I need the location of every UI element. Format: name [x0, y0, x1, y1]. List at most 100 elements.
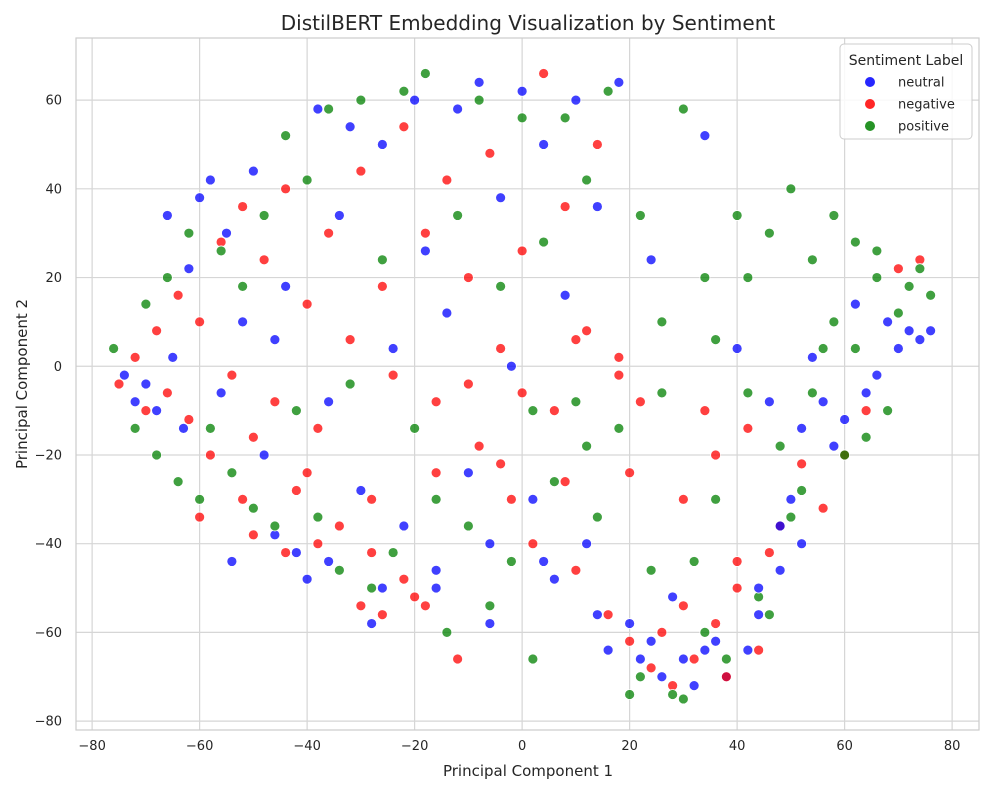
legend-title: Sentiment Label: [849, 53, 964, 69]
negative-point: [699, 405, 711, 417]
neutral-point: [129, 396, 141, 408]
positive-point: [763, 609, 775, 621]
negative-point: [301, 298, 313, 310]
negative-point: [172, 289, 184, 301]
positive-point: [914, 263, 926, 275]
positive-point: [710, 334, 722, 346]
neutral-point: [344, 121, 356, 133]
neutral-point: [247, 165, 259, 177]
negative-point: [194, 316, 206, 328]
negative-point: [183, 414, 195, 425]
neutral-point: [484, 538, 496, 550]
negative-point: [280, 547, 292, 558]
positive-point: [677, 693, 689, 705]
neutral-point: [892, 343, 904, 354]
neutral-point: [753, 609, 765, 621]
neutral-point: [849, 298, 861, 310]
negative-point: [366, 493, 378, 505]
data-points: [108, 68, 937, 705]
positive-point: [559, 112, 571, 124]
neutral-point: [699, 130, 711, 141]
positive-point: [731, 210, 743, 221]
negative-legend-marker: [865, 99, 875, 109]
negative-point: [333, 520, 345, 532]
neutral-point: [226, 556, 238, 567]
x-tick-label: −80: [78, 739, 105, 754]
negative-point: [113, 378, 125, 390]
negative-point: [731, 582, 743, 594]
positive-point: [849, 343, 861, 354]
negative-point: [452, 653, 464, 665]
positive-point: [828, 210, 840, 221]
positive-point: [581, 174, 593, 186]
neutral-point: [731, 343, 743, 354]
x-tick-label: −40: [293, 739, 320, 754]
positive-point: [376, 254, 388, 266]
neutral-point: [151, 405, 163, 417]
positive-point: [742, 387, 754, 399]
neutral-point: [527, 493, 539, 505]
neutral-point: [839, 414, 851, 425]
neutral-point: [753, 582, 765, 594]
positive-point: [645, 564, 657, 576]
plot-frame: [75, 37, 980, 731]
negative-point: [258, 254, 270, 266]
negative-point: [226, 369, 238, 381]
negative-point: [151, 325, 163, 337]
neutral-point: [817, 396, 829, 408]
neutral-point: [376, 582, 388, 594]
negative-point: [527, 538, 539, 550]
negative-point: [505, 493, 517, 505]
x-axis-label: Principal Component 1: [443, 762, 613, 780]
y-tick-label: 40: [45, 182, 62, 197]
neutral-point: [430, 564, 442, 576]
negative-point: [269, 396, 281, 408]
x-tick-label: 40: [729, 739, 746, 754]
negative-point: [763, 547, 775, 558]
negative-point: [677, 493, 689, 505]
neutral-point: [452, 103, 464, 115]
negative-point: [290, 485, 302, 496]
neutral-point: [441, 307, 453, 319]
neutral-point: [183, 263, 195, 275]
positive-point: [495, 281, 507, 292]
negative-point: [860, 405, 872, 417]
negative-point: [441, 174, 453, 186]
negative-point: [559, 201, 571, 212]
negative-point: [634, 396, 646, 408]
neutral-point: [505, 360, 517, 372]
neutral-point: [419, 245, 431, 257]
positive-point: [129, 422, 141, 434]
neutral-point: [323, 396, 335, 408]
positive-point: [774, 440, 786, 452]
negative-point: [591, 139, 603, 150]
x-tick-labels: −80 −60 −40 −20 0 20 40 60 80: [78, 739, 960, 754]
x-tick-label: −60: [186, 739, 213, 754]
negative-point: [237, 493, 249, 505]
neutral-point: [796, 422, 808, 434]
neutral-legend-marker: [865, 77, 875, 87]
positive-point: [527, 405, 539, 417]
positive-point: [742, 272, 754, 283]
y-tick-label: −20: [35, 448, 62, 463]
y-tick-label: 60: [45, 94, 62, 109]
positive-point: [312, 511, 324, 523]
positive-point: [247, 502, 259, 514]
negative-point: [892, 263, 904, 275]
negative-point: [430, 396, 442, 408]
positive-point: [849, 236, 861, 248]
neutral-point: [355, 485, 367, 496]
positive-point: [656, 387, 668, 399]
neutral-point: [667, 591, 679, 603]
negative-point: [720, 671, 732, 683]
positive-point: [591, 511, 603, 523]
positive-point: [882, 405, 894, 417]
negative-point: [398, 121, 410, 133]
negative-point: [355, 600, 367, 612]
positive-point: [699, 627, 711, 638]
positive-point: [505, 556, 517, 567]
positive-point: [280, 130, 292, 141]
positive-point: [548, 476, 560, 487]
negative-point: [398, 573, 410, 585]
positive-point: [344, 378, 356, 390]
